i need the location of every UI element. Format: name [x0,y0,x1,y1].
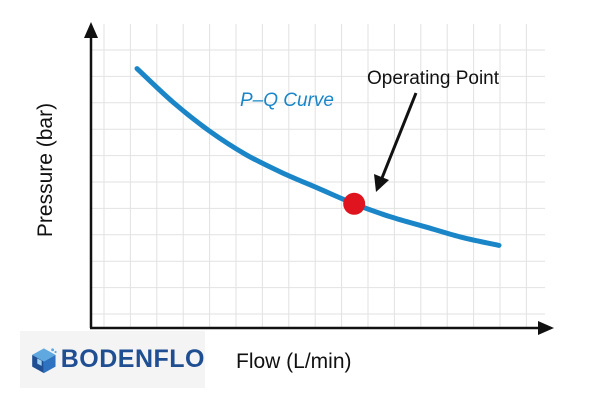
x-axis-label: Flow (L/min) [236,350,352,373]
operating-point-arrowhead [374,174,389,192]
operating-point-marker [343,192,366,215]
bodenflo-logo: BODENFLO [20,331,205,388]
y-axis-arrowhead [84,22,98,38]
logo-text: BODENFLO [60,345,205,373]
chart-grid [92,24,545,327]
y-axis-label: Pressure (bar) [34,102,57,238]
cube-logo-icon [32,347,57,373]
operating-point-arrow [380,92,418,179]
operating-point-label: Operating Point [367,68,500,89]
pq-curve-label: P–Q Curve [240,90,334,111]
pq-curve-line [134,66,502,248]
x-axis-arrowhead [538,321,554,335]
